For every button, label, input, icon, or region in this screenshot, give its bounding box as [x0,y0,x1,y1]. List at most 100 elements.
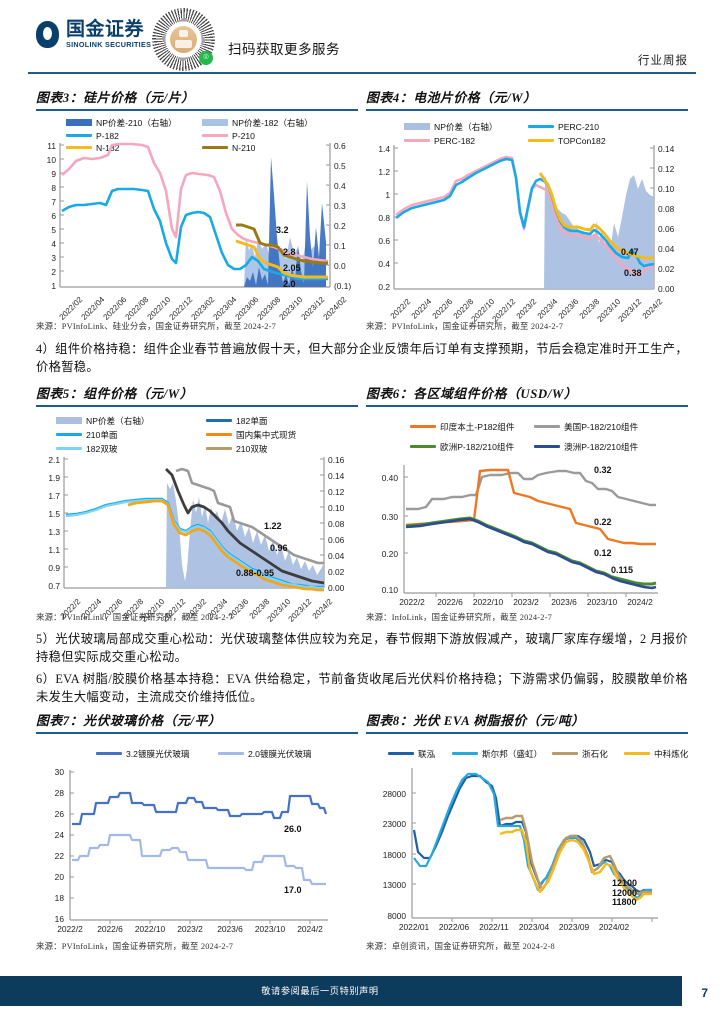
legend-label: 国内集中式现货 [236,429,297,440]
figure-4-svg [393,144,655,290]
y-tick: 2.1 [48,454,60,465]
y2-tick: 0.16 [328,454,345,465]
legend-label: 3.2镀膜光伏玻璃 [126,748,190,759]
legend-swatch [56,417,82,425]
y-tick: 1.4 [378,143,390,154]
paragraph-6: 6）EVA 树脂/胶膜价格基本持稳：EVA 供给稳定，节前备货收尾后光伏料价格持… [36,672,688,704]
paragraph-5: 5）光伏玻璃局部成交重心松动：光伏玻璃整体供应较为充足，春节假期下游放假减产，玻… [36,632,688,664]
figure-5-svg [63,456,325,591]
y2-tick: 0.5 [334,160,346,171]
y2-tick: 0.06 [658,223,675,234]
legend-swatch [404,139,430,143]
x-tick: 2022/2 [399,596,425,607]
figure-4: 图表4：电池片价格（元/W） NP价差（右轴） PERC-210 PERC-18… [366,87,688,323]
footer-bar [0,976,724,1006]
y-tick: 28000 [382,788,406,799]
y-tick: 8 [51,182,56,193]
legend-label: N-182 [96,142,120,153]
y-tick: 1.5 [48,508,60,519]
page-header: 国金证券 SINOLINK SECURITIES ⌾ 扫码获取更多服务 行业周报 [0,0,724,75]
figure-7-source: 来源：PVInfoLink，国金证券研究所，截至 2024-2-7 [36,942,234,951]
figure-6-legend: 印度本土-P182组件 美国P-182/210组件 欧洲P-182/210组件 … [410,421,724,453]
legend-swatch [66,119,92,127]
figure-3-title: 图表3：硅片价格（元/片） [36,91,195,105]
legend-label: 联泓 [418,748,436,759]
y-tick: 0.8 [378,212,390,223]
data-label: 2.0 [283,278,296,289]
figure-6-svg [403,464,658,597]
y-tick: 18 [54,892,64,903]
figure-6-plot: 印度本土-P182组件 美国P-182/210组件 欧洲P-182/210组件 … [366,413,688,613]
y2-tick: 0.1 [334,240,346,251]
figure-5-source: 来源：PVInfoLink，国金证券研究所，截至 2024-2-7 [36,613,234,622]
figure-3-plot: NP价差-210（右轴） NP价差-182（右轴） P-182 P-210 N-… [36,117,358,322]
data-label: 11800 [612,896,637,907]
x-tick: 2022/10 [472,596,504,607]
legend-label: 2.0镀膜光伏玻璃 [248,748,312,759]
legend-label: NP价差（右轴） [434,121,498,132]
legend-label: 中科炼化 [654,748,689,759]
qr-code-icon[interactable]: ⌾ [152,8,215,71]
figure-8-svg [411,767,658,922]
y2-tick: 0.14 [328,470,345,481]
y-tick: 4 [51,238,56,249]
figure-5-rule [36,405,358,407]
brand-name-en: SINOLINK SECURITIES [66,40,152,49]
legend-label: 澳洲P-182/210组件 [564,441,639,452]
y-tick: 0.20 [381,548,398,559]
legend-label: 欧洲P-182/210组件 [440,441,515,452]
legend-label: P-182 [96,130,119,141]
x-tick: 2024/02 [598,921,630,932]
x-tick: 2022/06 [438,921,470,932]
figure-3-legend: NP价差-210（右轴） NP价差-182（右轴） P-182 P-210 N-… [66,117,388,153]
y2-tick: 0.2 [334,220,346,231]
x-tick: 2023/04 [518,921,550,932]
y-tick: 1 [385,189,390,200]
paragraph-4: 4）组件价格持稳：组件企业春节普遍放假十天，但大部分企业反馈年后订单有支撑预期，… [36,342,688,374]
legend-swatch [206,419,232,423]
legend-label: 美国P-182/210组件 [564,421,639,432]
data-label: 2.05 [283,262,301,273]
legend-swatch [202,134,228,138]
data-label: 0.12 [594,547,612,558]
y-tick: 7 [51,196,56,207]
legend-label: N-210 [232,142,256,153]
x-tick: 2023/2 [177,923,203,934]
y-tick: 8000 [387,910,406,921]
legend-swatch [206,433,232,437]
figure-8-plot: 联泓 斯尔邦（盛虹） 浙石化 中科炼化 28000 23000 18000 13… [366,740,689,932]
legend-swatch [410,445,436,449]
figure-7-legend: 3.2镀膜光伏玻璃 2.0镀膜光伏玻璃 [96,748,418,760]
brand-name-cn: 国金证券 [66,19,145,40]
y2-tick: 0.08 [328,518,345,529]
y2-tick: 0.04 [658,243,675,254]
legend-label: 210单面 [86,429,118,440]
x-tick: 2024/2 [297,923,323,934]
y-tick: 22 [54,850,64,861]
legend-label: 斯尔邦（盛虹） [482,748,543,759]
y-tick: 1.2 [378,166,390,177]
figure-8-legend: 联泓 斯尔邦（盛虹） 浙石化 中科炼化 [388,748,710,760]
y2-tick: 0.06 [328,534,345,545]
figure-3-svg [59,142,331,288]
figure-7: 图表7：光伏玻璃价格（元/平） 3.2镀膜光伏玻璃 2.0镀膜光伏玻璃 30 2… [36,710,358,934]
figure-8-title: 图表8：光伏 EVA 树脂报价（元/吨） [366,714,585,728]
data-label: 12100 [612,877,638,888]
y-tick: 26 [54,808,64,819]
y-tick: 0.4 [378,258,390,269]
legend-label: NP价差-210（右轴） [96,117,177,128]
y-tick: 5 [51,224,56,235]
y2-tick: 0.14 [658,143,675,154]
figure-3-rule [36,109,358,111]
y-tick: 28 [54,787,64,798]
y-tick: 13000 [382,879,406,890]
y-tick: 0.9 [48,562,60,573]
footer-disclaimer: 敬请参阅最后一页特别声明 [261,986,379,996]
data-label: 0.115 [611,564,634,575]
figure-6: 图表6：各区域组件价格（USD/W） 印度本土-P182组件 美国P-182/2… [366,383,688,613]
data-label: 17.0 [284,884,302,895]
wechat-badge-icon: ⌾ [199,51,213,65]
y-tick: 1 [51,280,56,291]
y-tick: 0.7 [48,580,60,591]
data-label: 0.22 [594,516,612,527]
